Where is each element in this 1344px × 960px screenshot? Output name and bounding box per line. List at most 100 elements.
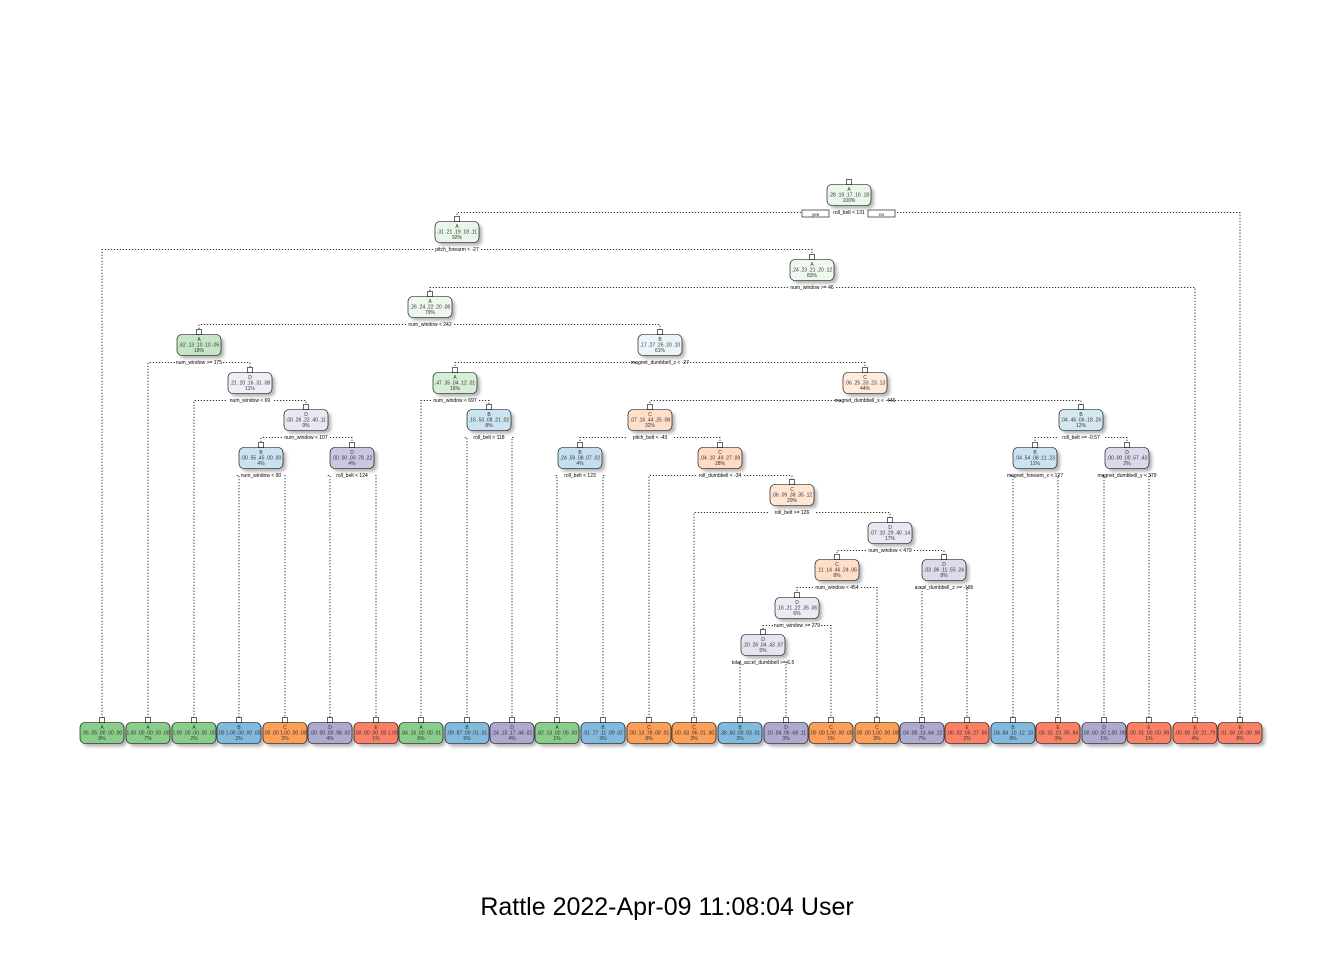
no-branch-edge bbox=[479, 400, 490, 405]
split-node: D.16 .21 .22 .35 .066% num_window >= 279 bbox=[774, 592, 822, 629]
node-probabilities: .16 .53 .08 .21 .02 bbox=[469, 418, 510, 424]
node-number-tab bbox=[486, 404, 492, 410]
node-probabilities: .04 .54 .08 .11 .23 bbox=[1015, 456, 1055, 462]
split-label: roll_belt >= -0.57 bbox=[1062, 435, 1100, 441]
node-probabilities: .62 .13 .10 .10 .05 bbox=[179, 343, 220, 349]
node-probabilities: .47 .35 .04 .12 .01 bbox=[435, 381, 476, 387]
node-percent: 1% bbox=[1100, 736, 1108, 742]
node-number-tab bbox=[554, 717, 560, 723]
yes-branch-edge bbox=[454, 362, 636, 368]
node-class-label: D bbox=[1125, 450, 1129, 456]
split-label: roll_belt < 118 bbox=[473, 435, 504, 441]
node-class-label: B bbox=[578, 450, 582, 456]
node-number-tab bbox=[760, 629, 766, 635]
node-probabilities: .24 .23 .21 .20 .12 bbox=[792, 268, 833, 274]
node-percent: 92% bbox=[452, 235, 463, 241]
node-probabilities: .03 .06 .11 .55 .24 bbox=[924, 568, 964, 574]
node-class-label: C bbox=[283, 725, 287, 731]
node-percent: 2% bbox=[235, 736, 243, 742]
node-probabilities: .82 .13 .00 .05 .00 bbox=[537, 731, 578, 737]
node-number-tab bbox=[258, 442, 264, 448]
node-class-label: B bbox=[237, 725, 241, 731]
no-branch-edge bbox=[674, 437, 721, 443]
leaf-node: D.00 .00 .00 1.00 .001% bbox=[1081, 717, 1129, 747]
node-percent: 4% bbox=[348, 461, 356, 467]
node-class-label: B bbox=[601, 725, 605, 731]
node-percent: 9% bbox=[302, 423, 310, 429]
node-class-label: D bbox=[350, 450, 354, 456]
yes-branch-edge bbox=[327, 475, 331, 718]
split-label: num_window >= 279 bbox=[774, 623, 820, 629]
node-class-label: E bbox=[1056, 725, 1060, 731]
split-node: D.03 .06 .11 .55 .248% accel_dumbbell_z >… bbox=[915, 554, 974, 591]
node-percent: 2% bbox=[190, 736, 198, 742]
node-probabilities: .00 .00 .00 .78 .22 bbox=[332, 456, 373, 462]
node-percent: 4% bbox=[326, 736, 334, 742]
node-percent: 11% bbox=[1030, 461, 1040, 467]
no-branch-edge bbox=[602, 475, 605, 718]
split-label: magnet_forearm_x < 127 bbox=[1007, 473, 1063, 479]
node-probabilities: .06 .01 .01 .05 .84 bbox=[1038, 731, 1079, 737]
node-class-label: D bbox=[942, 562, 946, 568]
node-probabilities: .01 .00 .00 .00 .99 bbox=[1220, 731, 1261, 737]
node-probabilities: 1.00 .00 .00 .00 .00 bbox=[126, 731, 169, 737]
node-percent: 11% bbox=[245, 386, 255, 392]
split-label: magnet_dumbbell_y < 379 bbox=[1097, 473, 1156, 479]
node-percent: 2% bbox=[281, 736, 289, 742]
node-number-tab bbox=[941, 554, 947, 560]
node-class-label: B bbox=[465, 725, 469, 731]
node-class-label: A bbox=[453, 375, 457, 381]
node-percent: 3% bbox=[599, 736, 607, 742]
node-class-label: C bbox=[647, 725, 651, 731]
node-probabilities: .28 .19 .17 .16 .18 bbox=[829, 193, 870, 199]
no-branch-edge bbox=[873, 212, 1241, 718]
node-number-tab bbox=[846, 179, 852, 185]
yes-branch-edge bbox=[456, 212, 825, 217]
node-class-label: A bbox=[455, 224, 459, 230]
node-percent: 8% bbox=[940, 573, 948, 579]
node-probabilities: .00 .00 .00 .98 .02 bbox=[310, 731, 351, 737]
node-number-tab bbox=[577, 442, 583, 448]
node-class-label: C bbox=[648, 412, 652, 418]
yes-branch-edge bbox=[919, 587, 923, 718]
split-label: num_window >= 175 bbox=[176, 360, 222, 366]
node-class-label: C bbox=[875, 725, 879, 731]
no-branch-edge bbox=[511, 437, 514, 718]
node-class-label: A bbox=[428, 299, 432, 305]
node-probabilities: .00 .55 .45 .00 .00 bbox=[241, 456, 282, 462]
split-node: D.20 .26 .04 .43 .075% total_accel_dumbbe… bbox=[732, 629, 794, 666]
node-number-tab bbox=[691, 717, 697, 723]
node-percent: 12% bbox=[1076, 423, 1087, 429]
node-number-tab bbox=[828, 717, 834, 723]
node-percent: 1% bbox=[1145, 736, 1153, 742]
node-number-tab bbox=[600, 717, 606, 723]
node-percent: 5% bbox=[759, 648, 767, 654]
split-node: B.00 .55 .45 .00 .004% num_window < 90 bbox=[238, 442, 286, 479]
node-probabilities: .09 .87 .00 .01 .01 bbox=[447, 731, 488, 737]
node-class-label: A bbox=[810, 262, 814, 268]
node-percent: 83% bbox=[807, 273, 818, 279]
leaf-node: A1.00 .00 .00 .00 .007% bbox=[125, 717, 173, 747]
yes-branch-edge bbox=[193, 400, 226, 718]
node-number-tab bbox=[1237, 717, 1243, 723]
node-number-tab bbox=[509, 717, 515, 723]
node-probabilities: .36 .60 .00 .03 .01 bbox=[720, 731, 761, 737]
node-percent: 8% bbox=[645, 736, 653, 742]
leaf-node: A1.00 .00 .00 .00 .002% bbox=[171, 717, 219, 747]
node-probabilities: 1.00 .00 .00 .00 .00 bbox=[172, 731, 215, 737]
yes-branch-edge bbox=[420, 400, 431, 718]
node-percent: 18% bbox=[194, 348, 205, 354]
split-node: C.11 .14 .46 .24 .068% num_window < 454 bbox=[814, 554, 862, 591]
node-percent: 8% bbox=[1009, 736, 1017, 742]
leaf-node: C.00 .00 1.00 .00 .001% bbox=[808, 717, 856, 747]
node-class-label: D bbox=[784, 725, 788, 731]
node-percent: 8% bbox=[1236, 736, 1244, 742]
node-probabilities: .00 .13 .78 .08 .01 bbox=[629, 731, 670, 737]
node-number-tab bbox=[794, 592, 800, 598]
